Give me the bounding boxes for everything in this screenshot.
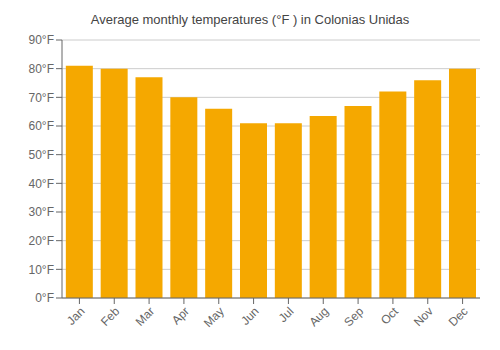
svg-text:80°F: 80°F [29,62,54,76]
svg-text:Feb: Feb [98,304,123,329]
svg-text:Jan: Jan [64,304,88,328]
svg-text:60°F: 60°F [29,119,54,133]
svg-text:10°F: 10°F [29,263,54,277]
svg-text:50°F: 50°F [29,148,54,162]
svg-text:Nov: Nov [411,304,436,329]
svg-text:Aug: Aug [306,304,331,329]
svg-text:Apr: Apr [169,304,192,327]
svg-text:0°F: 0°F [35,291,54,305]
svg-text:40°F: 40°F [29,177,54,191]
svg-text:Dec: Dec [446,304,471,329]
svg-text:May: May [201,304,227,330]
html-text:Average monthly temperatures (: Average monthly temperatures (°F ) in Co… [90,12,410,27]
svg-text:Jun: Jun [238,304,262,328]
svg-text:90°F: 90°F [29,33,54,47]
svg-text:30°F: 30°F [29,205,54,219]
svg-text:20°F: 20°F [29,234,54,248]
svg-text:Sep: Sep [341,304,366,329]
svg-text:Jul: Jul [276,304,297,325]
svg-text:Oct: Oct [378,304,402,328]
svg-text:Mar: Mar [133,304,158,329]
svg-text:70°F: 70°F [29,91,54,105]
